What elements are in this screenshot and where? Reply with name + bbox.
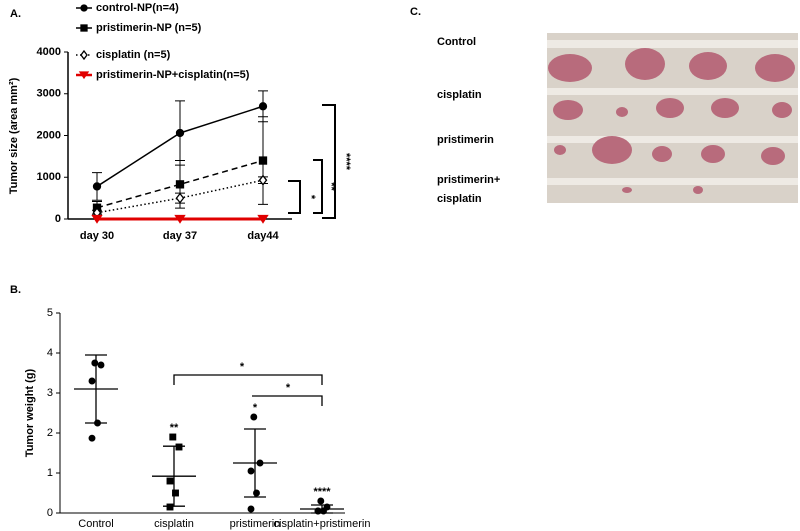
significance-label: *: [240, 361, 245, 373]
significance-bracket: [288, 180, 301, 214]
marker: [88, 434, 96, 442]
x-tick-label: Control: [78, 518, 113, 530]
marker: [97, 361, 105, 369]
panel-label: B.: [10, 284, 21, 296]
row-label: pristimerin+: [437, 174, 500, 186]
marker: [91, 359, 99, 367]
significance-label: ****: [313, 486, 331, 498]
x-tick-label: day 37: [163, 230, 197, 242]
marker: [247, 505, 255, 513]
significance-label: *: [305, 195, 317, 200]
significance-bracket: [173, 374, 323, 385]
x-tick-label: day 30: [80, 230, 114, 242]
marker: [172, 489, 179, 497]
marker: [80, 24, 88, 32]
row-label: Control: [437, 36, 476, 48]
marker: [175, 443, 183, 451]
marker: [175, 192, 185, 204]
y-tick-label: 1: [47, 467, 53, 479]
significance-label: ****: [340, 153, 352, 171]
marker: [174, 214, 186, 224]
marker: [91, 214, 103, 224]
sd-bar: [244, 428, 266, 498]
panel-label: A.: [10, 8, 21, 20]
y-tick-label: 0: [55, 213, 61, 225]
legend-label: cisplatin (n=5): [96, 49, 171, 61]
y-tick-label: 5: [47, 307, 53, 319]
marker: [94, 419, 101, 427]
marker: [253, 489, 260, 497]
x-tick-label: cisplatin+pristimerin: [274, 518, 371, 530]
row-label: pristimerin: [437, 134, 494, 146]
marker: [257, 214, 269, 224]
y-tick-label: 3: [47, 387, 53, 399]
significance-label: *: [286, 382, 291, 394]
marker: [80, 4, 88, 12]
marker: [247, 467, 255, 475]
significance-bracket: [322, 104, 336, 219]
series-line: [96, 159, 264, 209]
x-tick-label: day44: [247, 230, 279, 242]
significance-label: *: [253, 402, 258, 414]
marker: [258, 156, 268, 165]
marker: [256, 459, 264, 467]
marker: [88, 377, 96, 385]
y-tick-label: 1000: [37, 171, 61, 183]
marker: [317, 497, 325, 505]
y-tick-label: 0: [47, 507, 53, 519]
significance-label: **: [325, 182, 337, 191]
significance-bracket: [252, 395, 323, 406]
significance-label: **: [170, 422, 179, 434]
marker: [166, 503, 174, 511]
marker: [175, 180, 185, 189]
marker: [169, 433, 177, 441]
marker: [175, 128, 185, 138]
marker: [320, 507, 327, 515]
significance-bracket: [313, 159, 323, 214]
y-axis-label: Tumor weight (g): [24, 368, 36, 457]
marker: [78, 71, 90, 80]
marker: [80, 49, 88, 61]
x-tick-label: pristimerin: [230, 518, 281, 530]
legend-label: pristimerin-NP (n=5): [96, 22, 202, 34]
row-label: cisplatin: [437, 89, 482, 101]
legend-label: pristimerin-NP+cisplatin(n=5): [96, 69, 250, 81]
marker: [92, 182, 102, 191]
y-tick-label: 3000: [37, 88, 61, 100]
y-tick-label: 4000: [37, 46, 61, 58]
marker: [258, 102, 268, 111]
marker: [166, 477, 174, 485]
x-tick-label: cisplatin: [154, 518, 194, 530]
panel-label: C.: [410, 6, 421, 18]
legend-label: control-NP(n=4): [96, 2, 179, 14]
y-tick-label: 2000: [37, 129, 61, 141]
row-label: cisplatin: [437, 193, 482, 205]
photo: [547, 33, 798, 203]
marker: [314, 507, 322, 515]
y-tick-label: 2: [47, 427, 53, 439]
y-tick-label: 4: [47, 347, 53, 359]
marker: [250, 413, 258, 421]
marker: [258, 174, 268, 186]
y-axis-label: Tumor size (area mm²): [8, 77, 20, 194]
